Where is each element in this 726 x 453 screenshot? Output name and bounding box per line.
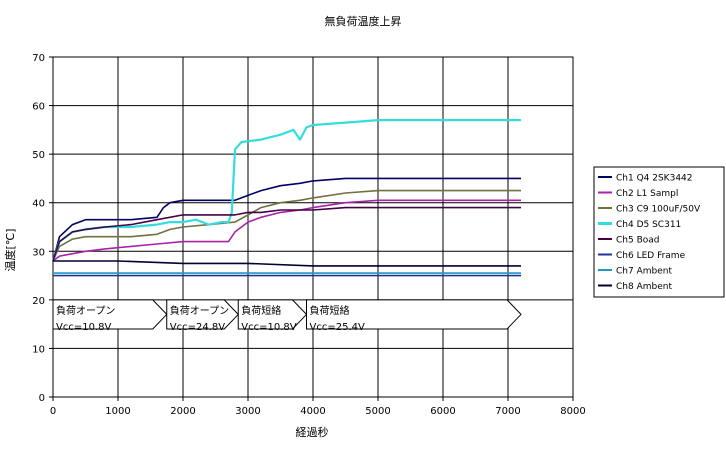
annotation-vcc-label: Vcc=10.8V (56, 322, 111, 333)
x-tick-label: 5000 (365, 406, 390, 417)
annotations: 負荷オープン Vcc=10.8V 負荷オープン Vcc=24.8V 負荷短絡 Vcc=10… (52, 299, 522, 333)
annotation-arrow (237, 299, 308, 330)
annotation-label: 負荷オープン (56, 305, 115, 317)
x-tick-label: 2000 (170, 406, 195, 417)
annotation-arrow (52, 299, 168, 330)
annotation-arrow (306, 299, 522, 330)
x-tick-label: 8000 (560, 406, 585, 417)
x-tick-label: 7000 (495, 406, 520, 417)
y-tick-label: 0 (39, 393, 45, 404)
y-tick-label: 60 (32, 102, 45, 113)
annotation-vcc-label: Vcc=25.4V (310, 322, 365, 333)
y-tick-label: 10 (32, 344, 45, 355)
legend-label-ch2: Ch2 L1 Sampl (616, 189, 678, 199)
series-line-ch2 (52, 199, 521, 262)
y-tick-label: 40 (32, 199, 45, 210)
legend-label-ch4: Ch4 D5 SC311 (616, 220, 681, 230)
legend-label-ch7: Ch7 Ambent (616, 267, 672, 277)
series-line-ch8 (53, 260, 521, 267)
legend-label-ch5: Ch5 Boad (616, 236, 659, 246)
annotation-label: 負荷短絡 (241, 304, 281, 317)
axes: 0 10 20 30 40 50 60 70 0 1000 2000 3000 4000 5000 6000… (32, 53, 585, 417)
legend-label-ch8: Ch8 Ambent (616, 282, 672, 292)
chart-title: 無負荷温度上昇 (325, 14, 402, 28)
y-tick-label: 30 (32, 247, 45, 258)
x-tick-label: 0 (50, 406, 56, 417)
x-tick-label: 1000 (105, 406, 130, 417)
x-tick-label: 6000 (430, 406, 455, 417)
series-line-ch5 (52, 206, 521, 262)
annotation-arrow (166, 299, 239, 330)
x-tick-label: 4000 (300, 406, 325, 417)
x-axis-label: 経過秒 (296, 425, 329, 439)
series-line-ch1 (52, 177, 521, 262)
y-tick-label: 20 (32, 296, 45, 307)
y-axis-label: 温度[℃] (3, 229, 17, 272)
annotation-label: 負荷短絡 (310, 304, 350, 317)
legend-label-ch1: Ch1 Q4 2SK3442 (616, 174, 693, 184)
legend-label-ch3: Ch3 C9 100uF/50V (616, 205, 701, 215)
x-tick-label: 3000 (235, 406, 260, 417)
series-lines (51, 119, 521, 277)
series-line-ch3 (52, 189, 521, 262)
annotation-label: 負荷オープン (170, 305, 229, 317)
y-tick-label: 70 (32, 53, 45, 64)
legend: Ch1 Q4 2SK3442 Ch2 L1 Sampl Ch3 C9 100uF/5… (593, 166, 725, 298)
legend-box (593, 166, 725, 298)
annotation-vcc-label: Vcc=10.8V (241, 322, 296, 333)
y-tick-label: 50 (32, 150, 45, 161)
annotation-vcc-label: Vcc=24.8V (170, 322, 225, 333)
legend-label-ch6: Ch6 LED Frame (616, 251, 686, 261)
